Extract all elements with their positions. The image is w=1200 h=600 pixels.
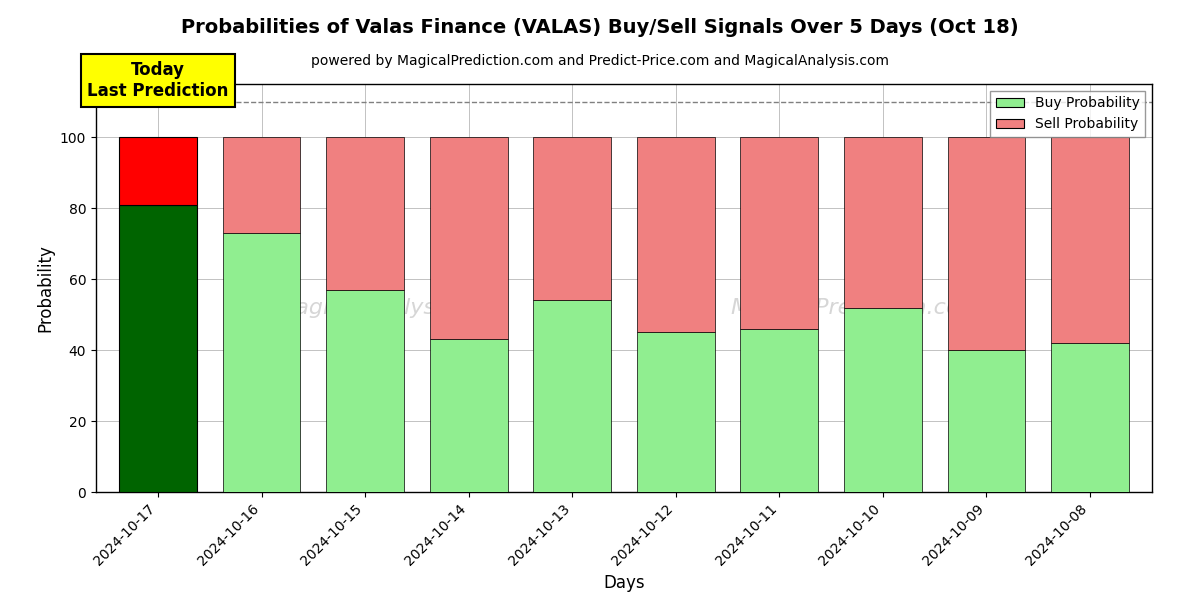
Bar bbox=[326, 137, 404, 290]
Bar bbox=[119, 205, 197, 492]
Text: MagicalAnalysis.com: MagicalAnalysis.com bbox=[276, 298, 508, 319]
Bar bbox=[1051, 343, 1129, 492]
Bar bbox=[534, 137, 611, 301]
Bar bbox=[119, 137, 197, 205]
Bar bbox=[740, 329, 818, 492]
Bar bbox=[948, 137, 1025, 350]
X-axis label: Days: Days bbox=[604, 574, 644, 592]
Text: Probabilities of Valas Finance (VALAS) Buy/Sell Signals Over 5 Days (Oct 18): Probabilities of Valas Finance (VALAS) B… bbox=[181, 18, 1019, 37]
Bar bbox=[223, 137, 300, 233]
Bar bbox=[430, 137, 508, 340]
Bar bbox=[534, 301, 611, 492]
Bar bbox=[637, 332, 714, 492]
Bar bbox=[637, 137, 714, 332]
Text: MagicalPrediction.com: MagicalPrediction.com bbox=[731, 298, 982, 319]
Y-axis label: Probability: Probability bbox=[36, 244, 54, 332]
Bar bbox=[223, 233, 300, 492]
Text: powered by MagicalPrediction.com and Predict-Price.com and MagicalAnalysis.com: powered by MagicalPrediction.com and Pre… bbox=[311, 54, 889, 68]
Bar bbox=[1051, 137, 1129, 343]
Bar bbox=[844, 308, 922, 492]
Bar bbox=[844, 137, 922, 308]
Legend: Buy Probability, Sell Probability: Buy Probability, Sell Probability bbox=[990, 91, 1145, 137]
Bar bbox=[740, 137, 818, 329]
Text: Today
Last Prediction: Today Last Prediction bbox=[88, 61, 229, 100]
Bar bbox=[430, 340, 508, 492]
Bar bbox=[948, 350, 1025, 492]
Bar bbox=[326, 290, 404, 492]
